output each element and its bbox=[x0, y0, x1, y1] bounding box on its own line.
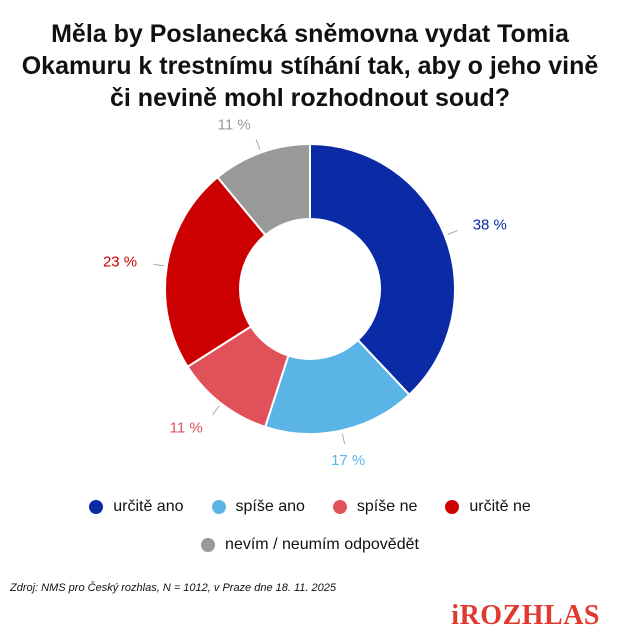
data-label-urcite-ne: 23 % bbox=[103, 254, 137, 271]
legend-row-2: nevím / neumím odpovědět bbox=[0, 532, 620, 558]
leader-line-spise-ne bbox=[212, 405, 220, 415]
legend-row-1: určitě ano spíše ano spíše ne určitě ne bbox=[0, 494, 620, 520]
legend-entry-urcite-ne: určitě ne bbox=[445, 498, 531, 516]
legend-dot-icon bbox=[332, 500, 347, 514]
leader-line-urcite-ne bbox=[152, 263, 164, 267]
legend-dot-icon bbox=[89, 500, 104, 514]
chart-title: Měla by Poslanecká sněmovna vydat Tomia … bbox=[21, 20, 599, 112]
slice-urcite-ano bbox=[309, 142, 456, 397]
legend-label: určitě ano bbox=[113, 498, 184, 515]
leader-line-urcite-ano bbox=[447, 230, 459, 235]
donut-chart: 38 % 17 % 11 % 23 % 11 % bbox=[103, 116, 507, 469]
legend-label: spíše ne bbox=[356, 498, 418, 515]
leader-line-nevim-neumim-odpovedet bbox=[255, 139, 261, 150]
data-label-nevim-neumim-odpovedet: 11 % bbox=[218, 116, 251, 133]
slice-urcite-ne bbox=[164, 175, 267, 369]
data-label-urcite-ano: 38 % bbox=[473, 217, 507, 234]
data-label-spise-ne: 11 % bbox=[170, 419, 203, 436]
brand-logo: iROZHLAS bbox=[451, 600, 600, 631]
legend: určitě ano spíše ano spíše ne určitě ne nev… bbox=[0, 494, 620, 570]
slice-nevim-neumim-odpovedet bbox=[216, 142, 311, 237]
legend-entry-spise-ne: spíše ne bbox=[332, 498, 418, 516]
legend-label: určitě ne bbox=[469, 498, 531, 515]
legend-dot-icon bbox=[201, 538, 216, 552]
legend-label: nevím / neumím odpovědět bbox=[225, 536, 419, 553]
legend-entry-urcite-ano: určitě ano bbox=[89, 498, 184, 516]
slice-spise-ano bbox=[263, 338, 411, 435]
legend-dot-icon bbox=[211, 500, 226, 514]
legend-label: spíše ano bbox=[235, 498, 305, 515]
legend-dot-icon bbox=[445, 500, 460, 514]
leader-line-spise-ano bbox=[341, 433, 346, 445]
legend-entry-spise-ano: spíše ano bbox=[211, 498, 305, 516]
source-note: Zdroj: NMS pro Český rozhlas, N = 1012, … bbox=[10, 582, 336, 594]
legend-entry-nevim-neumim-odpovedet: nevím / neumím odpovědět bbox=[201, 536, 419, 554]
data-label-spise-ano: 17 % bbox=[331, 452, 365, 469]
